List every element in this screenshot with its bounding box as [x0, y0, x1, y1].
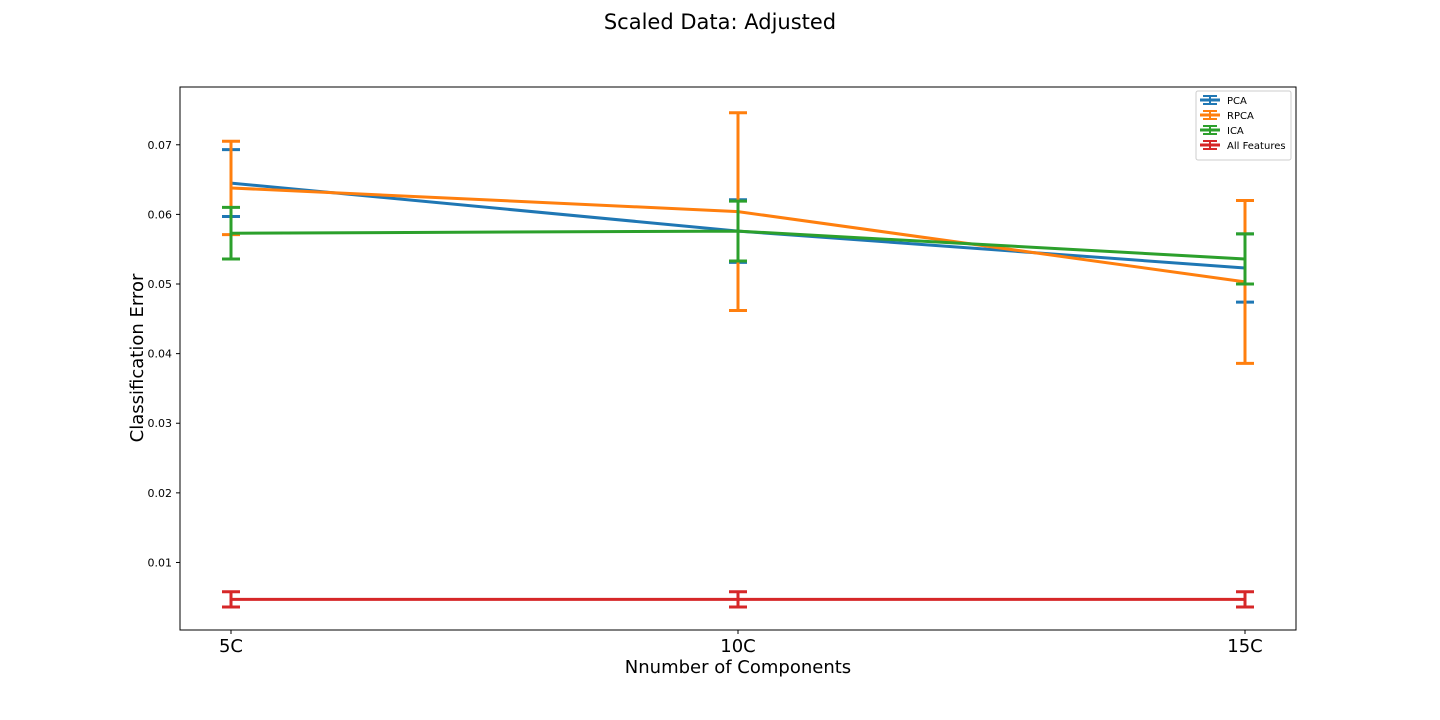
- y-tick-label: 0.07: [148, 139, 173, 152]
- legend-label: RPCA: [1227, 111, 1254, 122]
- chart-title: Scaled Data: Adjusted: [604, 10, 836, 34]
- legend-box: [1195, 90, 1292, 161]
- legend-item: PCA: [1200, 95, 1247, 107]
- y-tick-label: 0.06: [148, 208, 173, 221]
- legend-label: ICA: [1227, 126, 1244, 137]
- x-tick-label: 5C: [219, 636, 243, 657]
- y-tick-label: 0.05: [148, 278, 173, 291]
- y-tick-label: 0.04: [148, 348, 173, 361]
- y-tick-label: 0.01: [148, 556, 173, 569]
- legend-item: RPCA: [1200, 110, 1254, 122]
- x-tick-label: 10C: [720, 636, 755, 657]
- y-tick-label: 0.03: [148, 417, 173, 430]
- plot-frame: [179, 86, 1297, 631]
- y-axis-label: Classification Error: [127, 273, 148, 442]
- series-ica: [222, 199, 1254, 286]
- legend-label: PCA: [1227, 96, 1247, 107]
- x-axis-label: Nnumber of Components: [625, 657, 851, 678]
- chart-axes: 0.01 0.02 0.03 0.04 0.05 0.06 0.07 5C 10C 15C: [148, 139, 1263, 657]
- y-tick-label: 0.02: [148, 487, 173, 500]
- legend-item: ICA: [1200, 125, 1244, 137]
- series-all-features: [222, 590, 1254, 609]
- x-tick-label: 15C: [1227, 636, 1262, 657]
- legend: PCA RPCA ICA All Features: [1195, 90, 1292, 161]
- legend-item: All Features: [1200, 140, 1286, 152]
- chart-marks: [222, 111, 1254, 609]
- legend-label: All Features: [1227, 141, 1286, 152]
